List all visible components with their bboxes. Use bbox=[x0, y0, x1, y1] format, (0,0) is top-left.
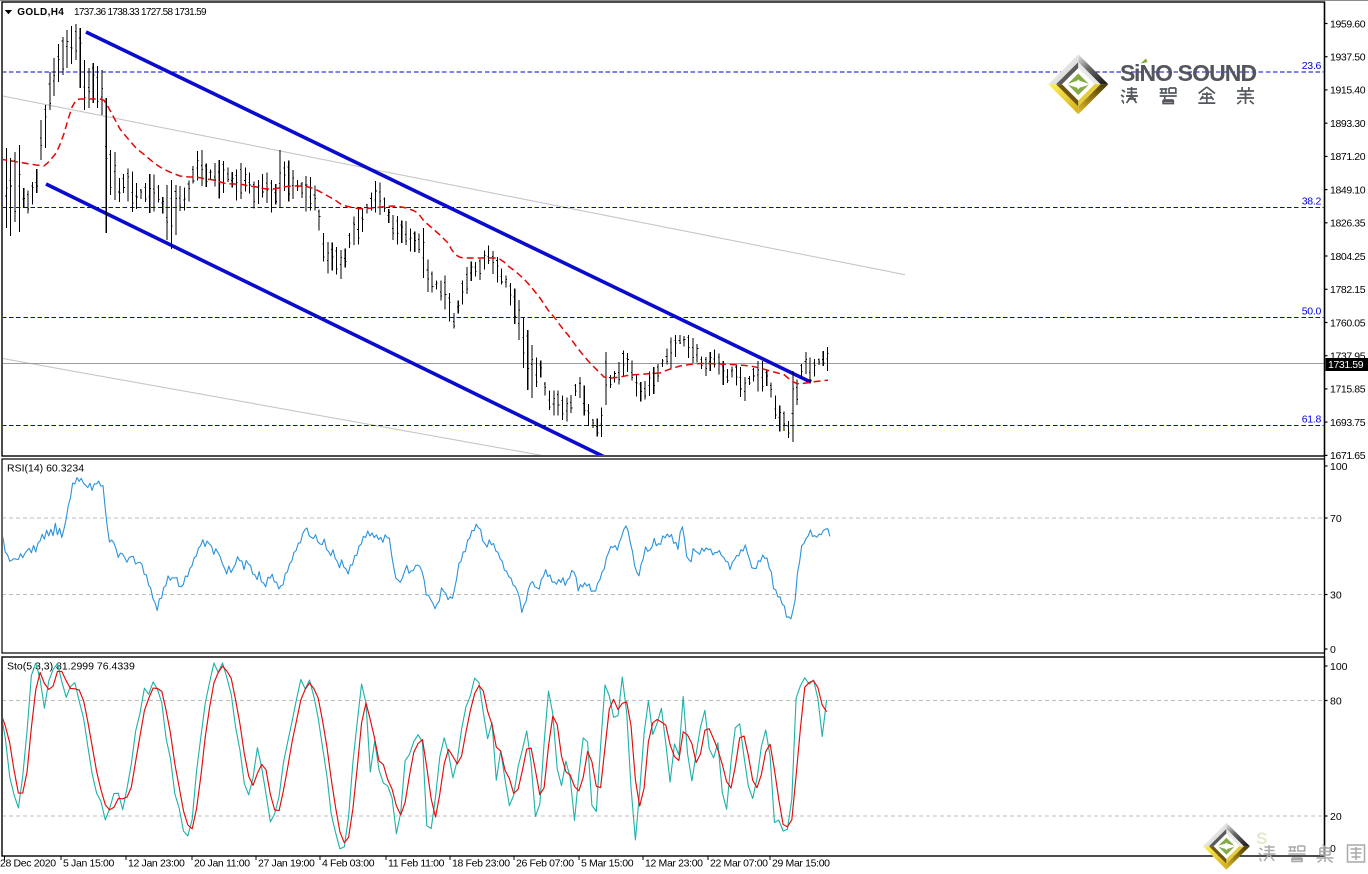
svg-text:4 Feb 03:00: 4 Feb 03:00 bbox=[322, 858, 375, 870]
svg-text:38.2: 38.2 bbox=[1302, 195, 1322, 207]
svg-text:1693.75: 1693.75 bbox=[1330, 417, 1366, 429]
svg-text:S: S bbox=[1256, 829, 1267, 848]
svg-text:1737.36 1738.33 1727.58 1731.5: 1737.36 1738.33 1727.58 1731.59 bbox=[74, 7, 207, 18]
svg-text:29 Mar 15:00: 29 Mar 15:00 bbox=[772, 858, 830, 870]
svg-text:1937.50: 1937.50 bbox=[1330, 52, 1366, 64]
svg-text:18 Feb 23:00: 18 Feb 23:00 bbox=[452, 858, 510, 870]
svg-text:1760.05: 1760.05 bbox=[1330, 317, 1366, 329]
svg-text:100: 100 bbox=[1330, 461, 1348, 473]
svg-text:1871.20: 1871.20 bbox=[1330, 151, 1366, 163]
svg-text:1849.10: 1849.10 bbox=[1330, 184, 1366, 196]
svg-text:12 Jan 23:00: 12 Jan 23:00 bbox=[128, 858, 185, 870]
svg-text:100: 100 bbox=[1330, 661, 1348, 673]
svg-text:61.8: 61.8 bbox=[1302, 414, 1322, 426]
svg-text:11 Feb 11:00: 11 Feb 11:00 bbox=[388, 858, 445, 870]
svg-text:1915.40: 1915.40 bbox=[1330, 85, 1366, 97]
svg-text:20: 20 bbox=[1330, 811, 1342, 823]
svg-text:Sto(5,3,3) 81.2999 76.4339: Sto(5,3,3) 81.2999 76.4339 bbox=[7, 661, 135, 673]
svg-text:26 Feb 07:00: 26 Feb 07:00 bbox=[516, 858, 574, 870]
svg-text:70: 70 bbox=[1330, 513, 1342, 525]
svg-text:SiNO SOUND: SiNO SOUND bbox=[1120, 60, 1256, 86]
svg-text:1959.60: 1959.60 bbox=[1330, 18, 1366, 30]
svg-text:5 Jan 15:00: 5 Jan 15:00 bbox=[63, 858, 115, 870]
svg-text:50.0: 50.0 bbox=[1302, 306, 1322, 318]
svg-text:1782.15: 1782.15 bbox=[1330, 284, 1366, 296]
svg-text:22 Mar 07:00: 22 Mar 07:00 bbox=[710, 858, 768, 870]
svg-text:1671.65: 1671.65 bbox=[1330, 450, 1366, 462]
svg-text:80: 80 bbox=[1330, 695, 1342, 707]
svg-text:0: 0 bbox=[1330, 843, 1336, 855]
svg-text:1893.30: 1893.30 bbox=[1330, 118, 1366, 130]
svg-text:RSI(14) 60.3234: RSI(14) 60.3234 bbox=[7, 463, 84, 475]
svg-text:27 Jan 19:00: 27 Jan 19:00 bbox=[258, 858, 315, 870]
svg-text:GOLD,H4: GOLD,H4 bbox=[17, 7, 64, 18]
svg-text:12 Mar 23:00: 12 Mar 23:00 bbox=[645, 858, 703, 870]
svg-text:28 Dec 2020: 28 Dec 2020 bbox=[0, 858, 56, 870]
svg-text:20 Jan 11:00: 20 Jan 11:00 bbox=[194, 858, 250, 870]
svg-text:30: 30 bbox=[1330, 589, 1342, 601]
svg-text:0: 0 bbox=[1330, 644, 1336, 656]
svg-text:5 Mar 15:00: 5 Mar 15:00 bbox=[581, 858, 634, 870]
svg-text:23.6: 23.6 bbox=[1302, 60, 1322, 72]
svg-text:1826.35: 1826.35 bbox=[1330, 218, 1366, 230]
svg-text:1731.59: 1731.59 bbox=[1328, 359, 1364, 371]
svg-text:1715.85: 1715.85 bbox=[1330, 384, 1366, 396]
svg-text:1804.25: 1804.25 bbox=[1330, 251, 1366, 263]
